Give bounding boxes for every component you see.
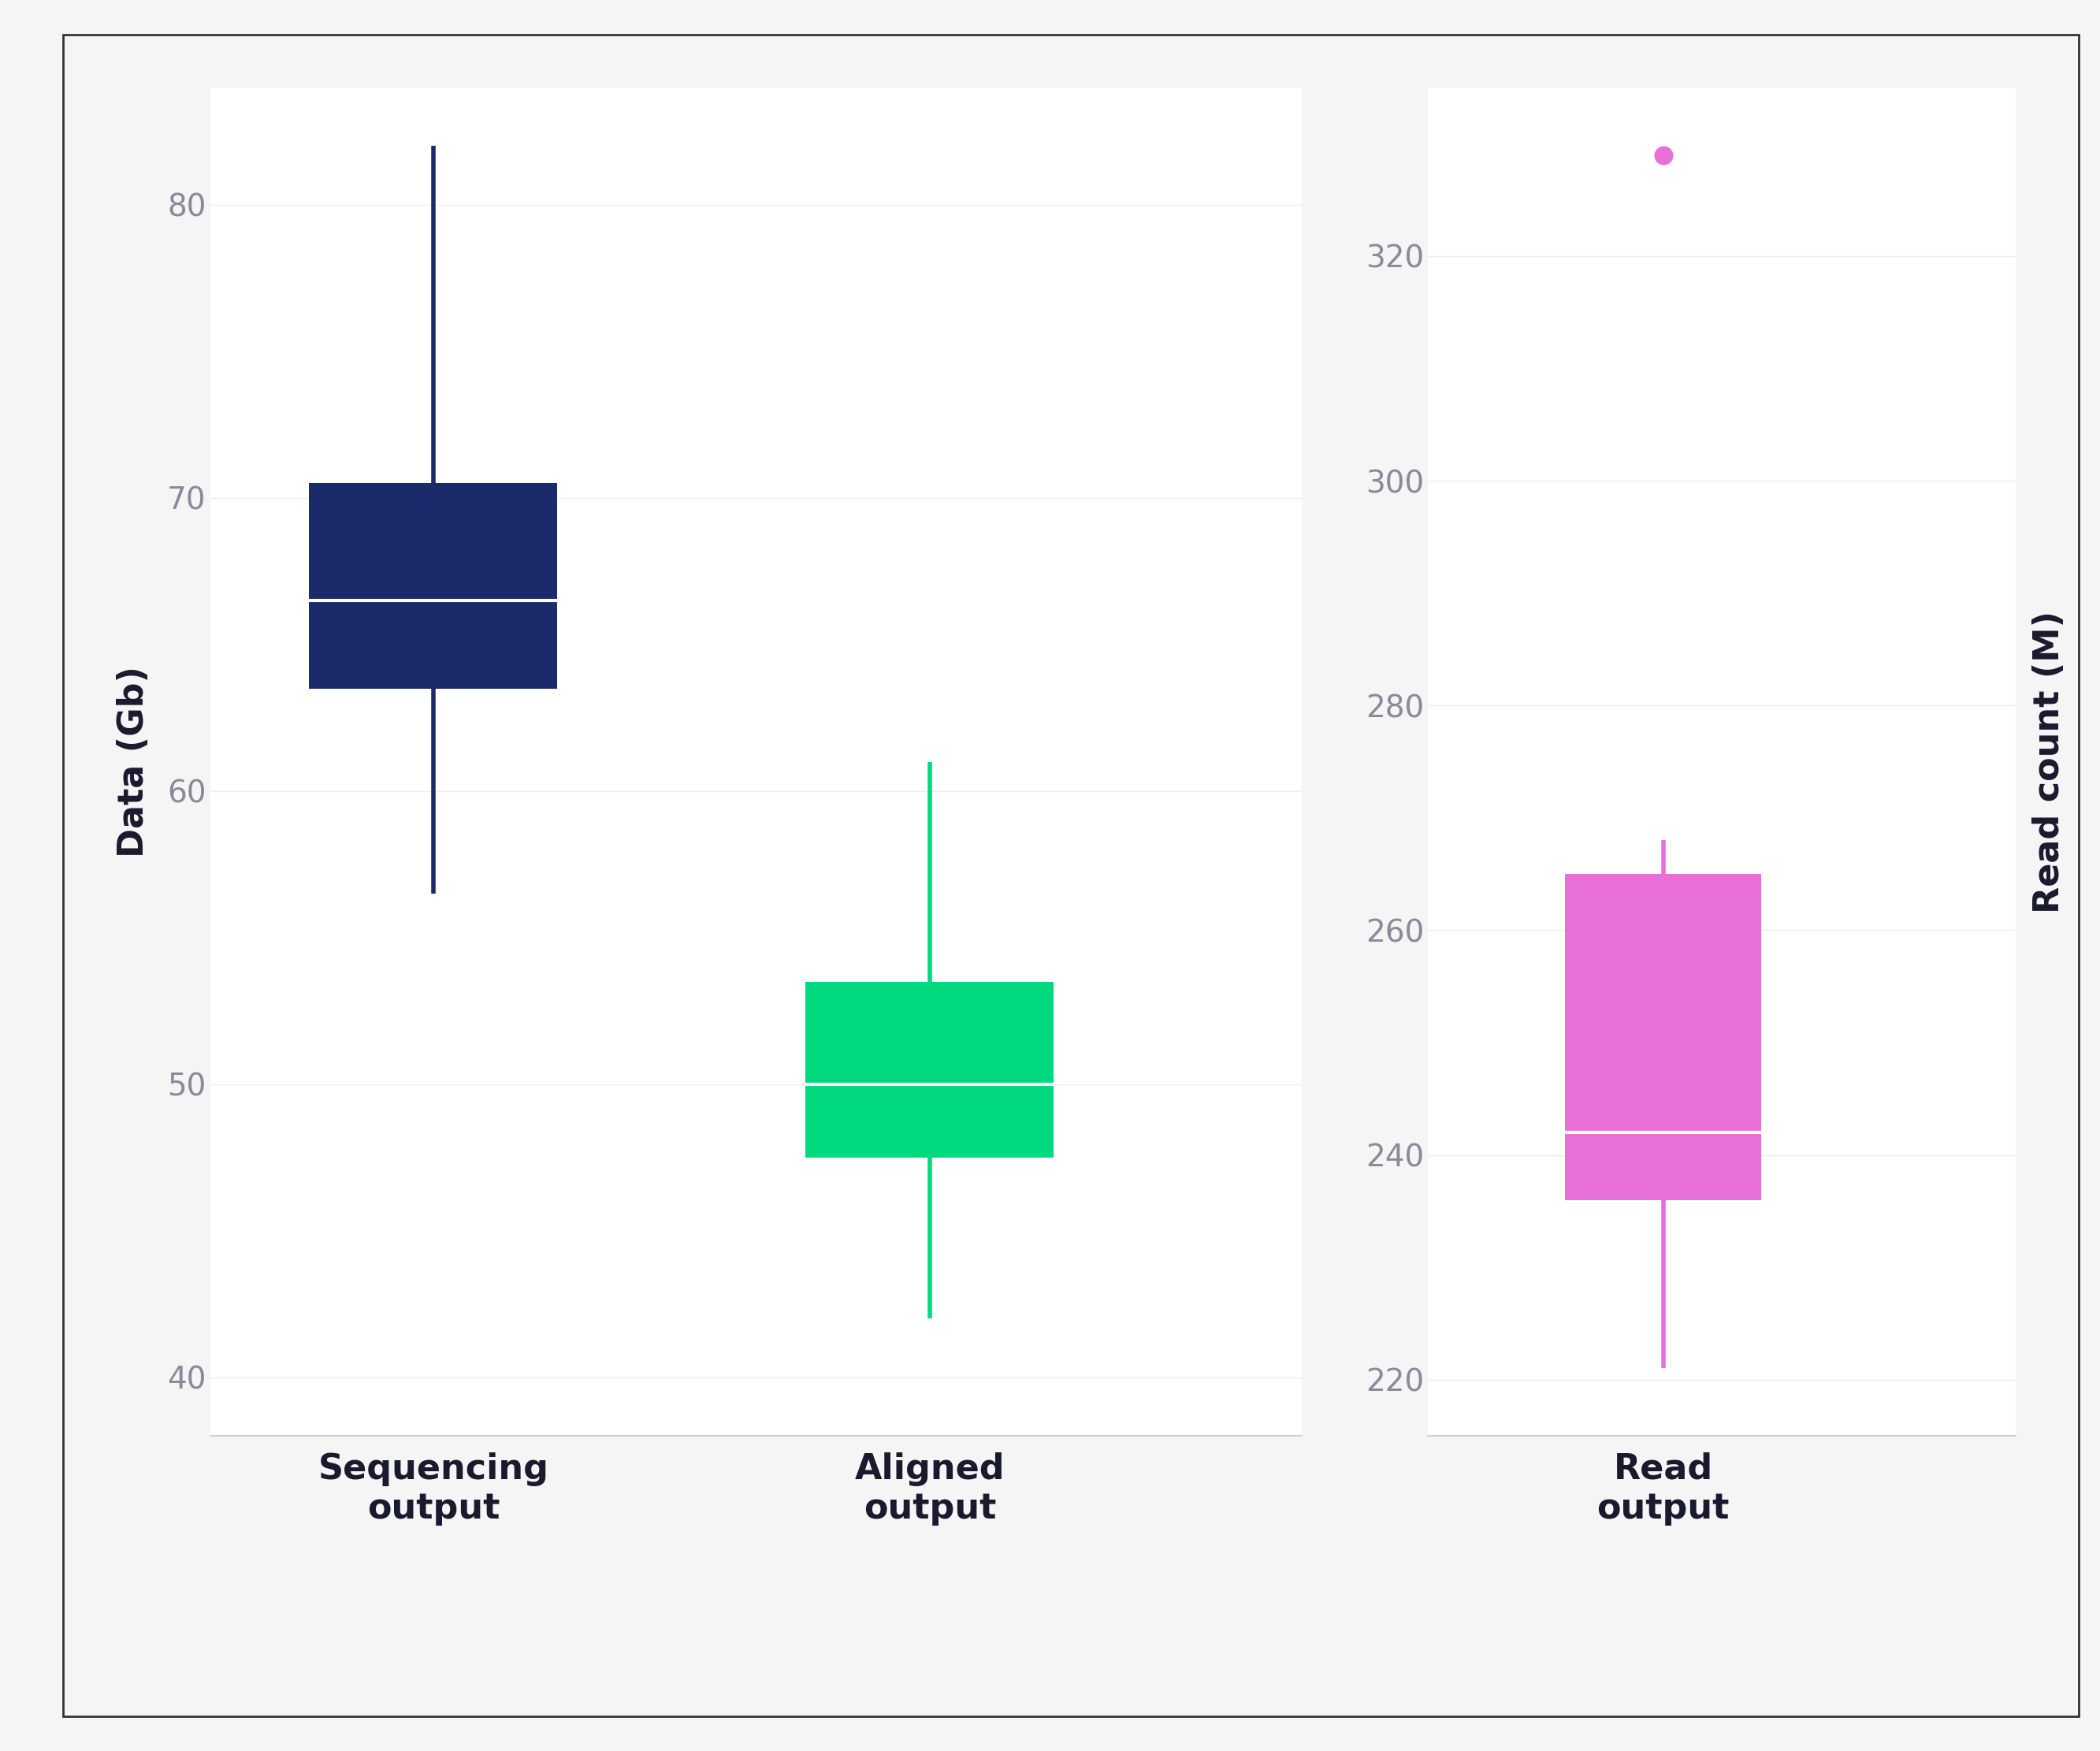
Bar	[1564, 874, 1762, 1199]
Bar	[309, 483, 557, 688]
Bar	[806, 982, 1054, 1157]
Y-axis label: Read count (M): Read count (M)	[2033, 611, 2066, 912]
Y-axis label: Data (Gb): Data (Gb)	[118, 665, 151, 858]
Point	[1646, 142, 1680, 170]
